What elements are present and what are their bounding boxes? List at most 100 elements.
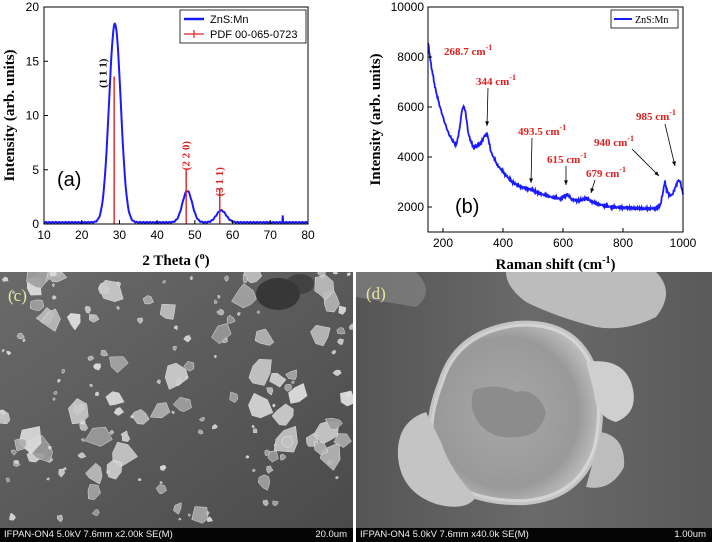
xrd-xtick-label-4: 50 xyxy=(188,228,202,242)
sem-particle xyxy=(46,477,50,481)
raman-peak-annotation-1: 344 cm-1 xyxy=(476,73,516,88)
sem-particle xyxy=(171,410,175,415)
sem-particle xyxy=(172,346,177,352)
sem-particle xyxy=(173,325,178,331)
raman-arrow-head-4 xyxy=(590,188,595,193)
raman-arrow-head-2 xyxy=(529,178,534,183)
xrd-xtick-label-2: 30 xyxy=(113,228,127,242)
sem-particle xyxy=(51,295,57,300)
sem-particle xyxy=(87,355,95,361)
raman-arrow-head-3 xyxy=(564,180,568,185)
xrd-peak-annotation-2: (3 1 1) xyxy=(214,167,226,197)
sem-particle xyxy=(226,314,236,324)
sem-particle xyxy=(216,308,225,316)
raman-xtick-label-4: 1000 xyxy=(670,236,697,250)
sem-scale-c: 20.0um xyxy=(315,529,347,540)
xrd-ytick-label-2: 10 xyxy=(26,109,40,123)
sem-particle xyxy=(149,402,171,419)
sem-scale-d: 1.00um xyxy=(674,529,706,540)
raman-peak-annotation-0: 268.7 cm-1 xyxy=(444,43,492,58)
sem-particle xyxy=(315,432,319,437)
sem-particle xyxy=(108,430,114,436)
xrd-legend-label-1: PDF 00-065-0723 xyxy=(210,29,297,41)
sem-particle xyxy=(89,383,94,387)
xrd-ylabel: Intensity (arb. units) xyxy=(2,49,18,181)
sem-particle xyxy=(264,449,271,457)
sem-particle xyxy=(224,275,229,282)
xrd-legend-box xyxy=(179,9,307,44)
sem-particle xyxy=(173,502,182,515)
sem-particle xyxy=(9,512,16,521)
raman-peak-annotation-6: 985 cm-1 xyxy=(636,108,676,123)
xrd-xlabel: 2 Theta (o) xyxy=(142,251,209,269)
sem-particle xyxy=(284,384,292,392)
raman-xlabel: Raman shift (cm-1) xyxy=(496,255,616,272)
sem-particle xyxy=(53,390,58,396)
sem-particle xyxy=(92,363,101,371)
sem-particle xyxy=(343,399,348,403)
raman-ylabel: Intensity (arb. units) xyxy=(368,53,384,185)
sem-particle xyxy=(266,387,274,396)
sem-particle xyxy=(251,424,255,428)
sem-particle xyxy=(84,305,91,314)
sem-particle xyxy=(191,506,209,524)
sem-image-d: (d) IFPAN-ON4 5.0kV 7.6mm x40.0k SE(M) 1… xyxy=(356,272,712,542)
sem-particle xyxy=(262,499,269,507)
sem-info-bar-d: IFPAN-ON4 5.0kV 7.6mm x40.0k SE(M) 1.00u… xyxy=(356,528,712,542)
sem-particle xyxy=(183,361,195,372)
sem-particle xyxy=(52,397,56,401)
sem-particles-c xyxy=(0,272,353,528)
xrd-ytick-label-0: 0 xyxy=(32,217,39,231)
raman-arrow-head-5 xyxy=(654,171,659,176)
sem-particle xyxy=(5,477,10,483)
xrd-xtick-label-1: 20 xyxy=(75,228,89,242)
sem-particle xyxy=(242,274,248,284)
raman-chart: 200 400 600 800 1000 2000 4000 6000 8000 10000 Ram… xyxy=(368,0,697,272)
xrd-xtick-label-6: 70 xyxy=(264,228,278,242)
sem-particle xyxy=(229,391,238,403)
sem-particle xyxy=(271,403,294,426)
sem-particle xyxy=(116,306,120,311)
sem-particle xyxy=(340,390,353,407)
xrd-legend-label-0: ZnS:Mn xyxy=(210,14,249,26)
sem-particle xyxy=(2,276,9,282)
raman-xtick-label-3: 800 xyxy=(613,236,633,250)
sem-particle xyxy=(197,429,204,435)
sem-particle xyxy=(290,380,295,384)
xrd-ytick-label-3: 15 xyxy=(26,54,40,68)
sem-info-bar-c: IFPAN-ON4 5.0kV 7.6mm x2.00k SE(M) 20.0u… xyxy=(0,528,353,542)
raman-legend: ZnS:Mn xyxy=(610,9,679,29)
sem-particle xyxy=(256,310,260,314)
sem-particle xyxy=(120,430,131,442)
sem-particle xyxy=(113,407,125,416)
sem-particle xyxy=(98,279,124,302)
sem-particle xyxy=(105,391,125,406)
sem-particle xyxy=(335,476,339,480)
sem-particle xyxy=(29,299,45,311)
sem-particle xyxy=(159,303,176,320)
sem-particle xyxy=(346,272,351,277)
sem-particle xyxy=(212,424,218,430)
raman-arrow-head-1 xyxy=(485,121,490,126)
raman-legend-box xyxy=(610,9,679,29)
sem-particle xyxy=(178,517,182,521)
xrd-series-line xyxy=(43,22,309,224)
sem-particle xyxy=(61,369,66,374)
sem-particle xyxy=(248,359,272,386)
sem-particle xyxy=(214,355,217,359)
sem-particle-d xyxy=(356,272,712,528)
sem-particle xyxy=(331,349,336,355)
sem-particle xyxy=(310,324,331,347)
sem-particle xyxy=(172,396,192,412)
sem-particle xyxy=(77,452,87,459)
sem-particle xyxy=(16,333,25,340)
sem-particle xyxy=(14,460,20,465)
sem-particle xyxy=(156,379,161,385)
sem-particle xyxy=(349,323,353,330)
sem-particle xyxy=(333,433,352,448)
sem-particle xyxy=(56,378,61,383)
sem-particle xyxy=(248,392,274,419)
xrd-xtick-label-5: 60 xyxy=(226,228,240,242)
sem-particle xyxy=(217,294,221,300)
sem-particle xyxy=(252,428,258,434)
